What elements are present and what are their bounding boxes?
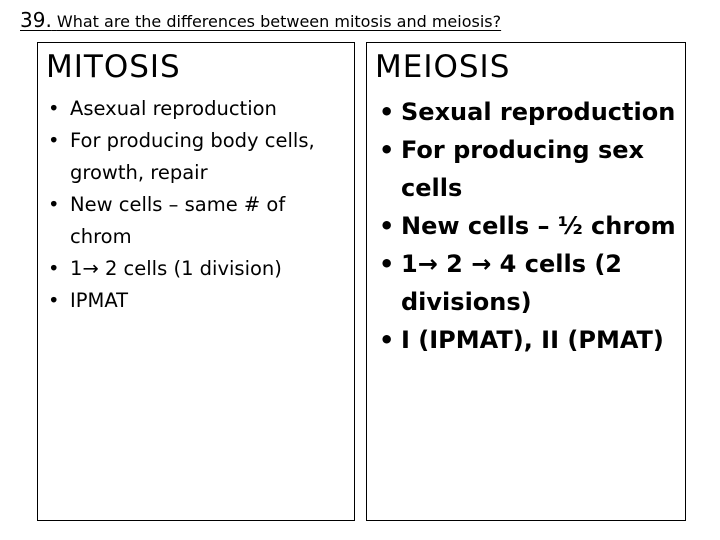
meiosis-heading: MEIOSIS [375,49,511,85]
meiosis-item-text: For producing sex cells [401,136,644,202]
question-number: 39. [20,8,52,32]
meiosis-item-text: 1→ 2 → 4 cells (2 divisions) [401,250,623,316]
bullet-icon: • [379,98,395,126]
mitosis-list: • Asexual reproduction • For producing bod… [42,93,342,317]
bullet-icon: • [379,326,395,354]
bullet-icon: • [48,97,60,120]
mitosis-item-text: Asexual reproduction [70,97,277,120]
mitosis-item-text: New cells – same # of chrom [70,193,286,248]
bullet-icon: • [379,212,395,240]
question-text: What are the differences between mitosis… [56,12,502,31]
meiosis-box: MEIOSIS • Sexual reproduction • For produc… [366,42,686,521]
bullet-icon: • [48,129,60,152]
meiosis-item: • For producing sex cells [373,131,685,207]
mitosis-heading: MITOSIS [46,49,181,85]
mitosis-item-text: For producing body cells, growth, repair [70,129,315,184]
meiosis-list: • Sexual reproduction • For producing sex … [373,93,685,359]
meiosis-item-text: Sexual reproduction [401,98,676,126]
bullet-icon: • [48,289,60,312]
mitosis-item: • New cells – same # of chrom [42,189,342,253]
mitosis-item: • 1→ 2 cells (1 division) [42,253,342,285]
mitosis-item: • Asexual reproduction [42,93,342,125]
mitosis-box: MITOSIS • Asexual reproduction • For produ… [37,42,355,521]
meiosis-item: • Sexual reproduction [373,93,685,131]
meiosis-item: • New cells – ½ chrom [373,207,685,245]
bullet-icon: • [48,193,60,216]
bullet-icon: • [48,257,60,280]
meiosis-item: • 1→ 2 → 4 cells (2 divisions) [373,245,685,321]
meiosis-item-text: New cells – ½ chrom [401,212,676,240]
meiosis-item-text: I (IPMAT), II (PMAT) [401,326,664,354]
mitosis-item: • For producing body cells, growth, repai… [42,125,342,189]
question-line: 39. What are the differences between mit… [20,8,501,32]
mitosis-item-text: 1→ 2 cells (1 division) [70,257,282,280]
meiosis-item: • I (IPMAT), II (PMAT) [373,321,685,359]
mitosis-item-text: IPMAT [70,289,129,312]
mitosis-item: • IPMAT [42,285,342,317]
bullet-icon: • [379,250,395,278]
bullet-icon: • [379,136,395,164]
